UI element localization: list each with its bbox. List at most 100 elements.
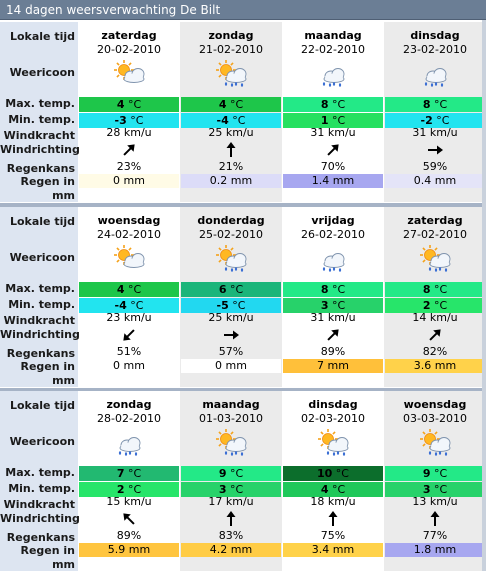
- temp-unit: °C: [328, 483, 346, 496]
- wind-speed: 28 km/u: [106, 126, 152, 139]
- day-column: [78, 22, 180, 202]
- sun-cloud-icon: [112, 245, 146, 273]
- day-date: 01-03-2010: [199, 412, 263, 425]
- day-name: dinsdag: [410, 29, 460, 42]
- rain-chance: 51%: [116, 345, 142, 358]
- max-temp-bar: 8 °C: [283, 282, 383, 297]
- temp-unit: °C: [124, 98, 142, 111]
- rain-chance: 59%: [422, 160, 448, 173]
- day-name: donderdag: [197, 214, 265, 227]
- label-windkracht: Windkracht: [3, 314, 75, 327]
- temp-unit: °C: [328, 114, 346, 127]
- label-windrichting: Windrichting: [0, 143, 80, 156]
- min-temp-value: -3: [114, 114, 127, 127]
- temp-unit: °C: [126, 299, 144, 312]
- min-temp-value: 1: [320, 114, 329, 127]
- temp-unit: °C: [226, 283, 244, 296]
- rain-amount: 3.6 mm: [385, 359, 485, 373]
- max-temp-value: 4: [218, 98, 227, 111]
- sun-cloud-rain-icon: [418, 429, 452, 457]
- wind-speed: 18 km/u: [310, 495, 356, 508]
- max-temp-value: 9: [422, 467, 431, 480]
- day-column: [78, 207, 180, 387]
- label-regen-in: Regen in: [20, 544, 75, 557]
- label-regen-in: Regen in: [20, 360, 75, 373]
- e-arrow-icon: [223, 327, 239, 343]
- max-temp-bar: 4 °C: [181, 97, 281, 112]
- sun-cloud-rain-icon: [214, 60, 248, 88]
- min-temp-bar: -4 °C: [79, 298, 179, 313]
- rain-chance: 23%: [116, 160, 142, 173]
- wind-speed: 17 km/u: [208, 495, 254, 508]
- min-temp-value: 4: [320, 483, 329, 496]
- day-date: 26-02-2010: [301, 228, 365, 241]
- day-name: zaterdag: [407, 214, 463, 227]
- day-column: [282, 391, 384, 571]
- day-date: 03-03-2010: [403, 412, 467, 425]
- max-temp-bar: 6 °C: [181, 282, 281, 297]
- temp-unit: °C: [430, 98, 448, 111]
- day-date: 20-02-2010: [97, 43, 161, 56]
- wind-speed: 23 km/u: [106, 311, 152, 324]
- temp-unit: °C: [124, 283, 142, 296]
- max-temp-value: 9: [218, 467, 227, 480]
- nw-arrow-icon: [121, 511, 137, 527]
- window-title: 14 dagen weersverwachting De Bilt: [0, 0, 486, 20]
- rain-amount: 0.2 mm: [181, 174, 281, 188]
- label-column: [0, 22, 78, 202]
- label-weericoon: Weericoon: [9, 66, 75, 79]
- day-date: 22-02-2010: [301, 43, 365, 56]
- rain-chance: 89%: [116, 529, 142, 542]
- label-max-temp: Max. temp.: [5, 282, 75, 295]
- wind-speed: 31 km/u: [412, 126, 458, 139]
- day-name: zondag: [208, 29, 254, 42]
- e-arrow-icon: [427, 142, 443, 158]
- label-mm: mm: [52, 374, 75, 387]
- min-temp-value: -4: [216, 114, 229, 127]
- rain-chance: 89%: [320, 345, 346, 358]
- rain-chance: 83%: [218, 529, 244, 542]
- day-date: 25-02-2010: [199, 228, 263, 241]
- min-temp-value: 2: [116, 483, 125, 496]
- rain-amount: 0 mm: [181, 359, 281, 373]
- min-temp-bar: -4 °C: [181, 113, 281, 128]
- max-temp-bar: 8 °C: [385, 282, 485, 297]
- day-column: [282, 22, 384, 202]
- temp-unit: °C: [432, 114, 450, 127]
- scrollbar[interactable]: [482, 20, 486, 571]
- day-column: [384, 391, 486, 571]
- temp-unit: °C: [430, 483, 448, 496]
- label-weericoon: Weericoon: [9, 251, 75, 264]
- rain-amount: 5.9 mm: [79, 543, 179, 557]
- max-temp-value: 8: [320, 283, 329, 296]
- max-temp-value: 7: [116, 467, 125, 480]
- max-temp-bar: 7 °C: [79, 466, 179, 481]
- sun-cloud-rain-icon: [214, 245, 248, 273]
- day-name: maandag: [202, 398, 260, 411]
- min-temp-value: 2: [422, 299, 431, 312]
- sun-cloud-rain-icon: [214, 429, 248, 457]
- temp-unit: °C: [430, 299, 448, 312]
- temp-unit: °C: [328, 299, 346, 312]
- max-temp-bar: 8 °C: [283, 97, 383, 112]
- label-regenkans: Regenkans: [6, 162, 75, 175]
- day-column: [180, 22, 282, 202]
- ne-arrow-icon: [325, 327, 341, 343]
- label-regen-in: Regen in: [20, 175, 75, 188]
- label-column: [0, 391, 78, 571]
- min-temp-value: 3: [422, 483, 431, 496]
- block-separator: [0, 203, 486, 207]
- temp-unit: °C: [430, 283, 448, 296]
- day-name: zaterdag: [101, 29, 157, 42]
- max-temp-value: 8: [422, 98, 431, 111]
- label-regenkans: Regenkans: [6, 531, 75, 544]
- temp-unit: °C: [228, 114, 246, 127]
- temp-unit: °C: [328, 283, 346, 296]
- rain-chance: 70%: [320, 160, 346, 173]
- rain-amount: 0 mm: [79, 174, 179, 188]
- wind-speed: 25 km/u: [208, 311, 254, 324]
- max-temp-value: 6: [218, 283, 227, 296]
- ne-arrow-icon: [121, 142, 137, 158]
- day-date: 27-02-2010: [403, 228, 467, 241]
- ne-arrow-icon: [325, 142, 341, 158]
